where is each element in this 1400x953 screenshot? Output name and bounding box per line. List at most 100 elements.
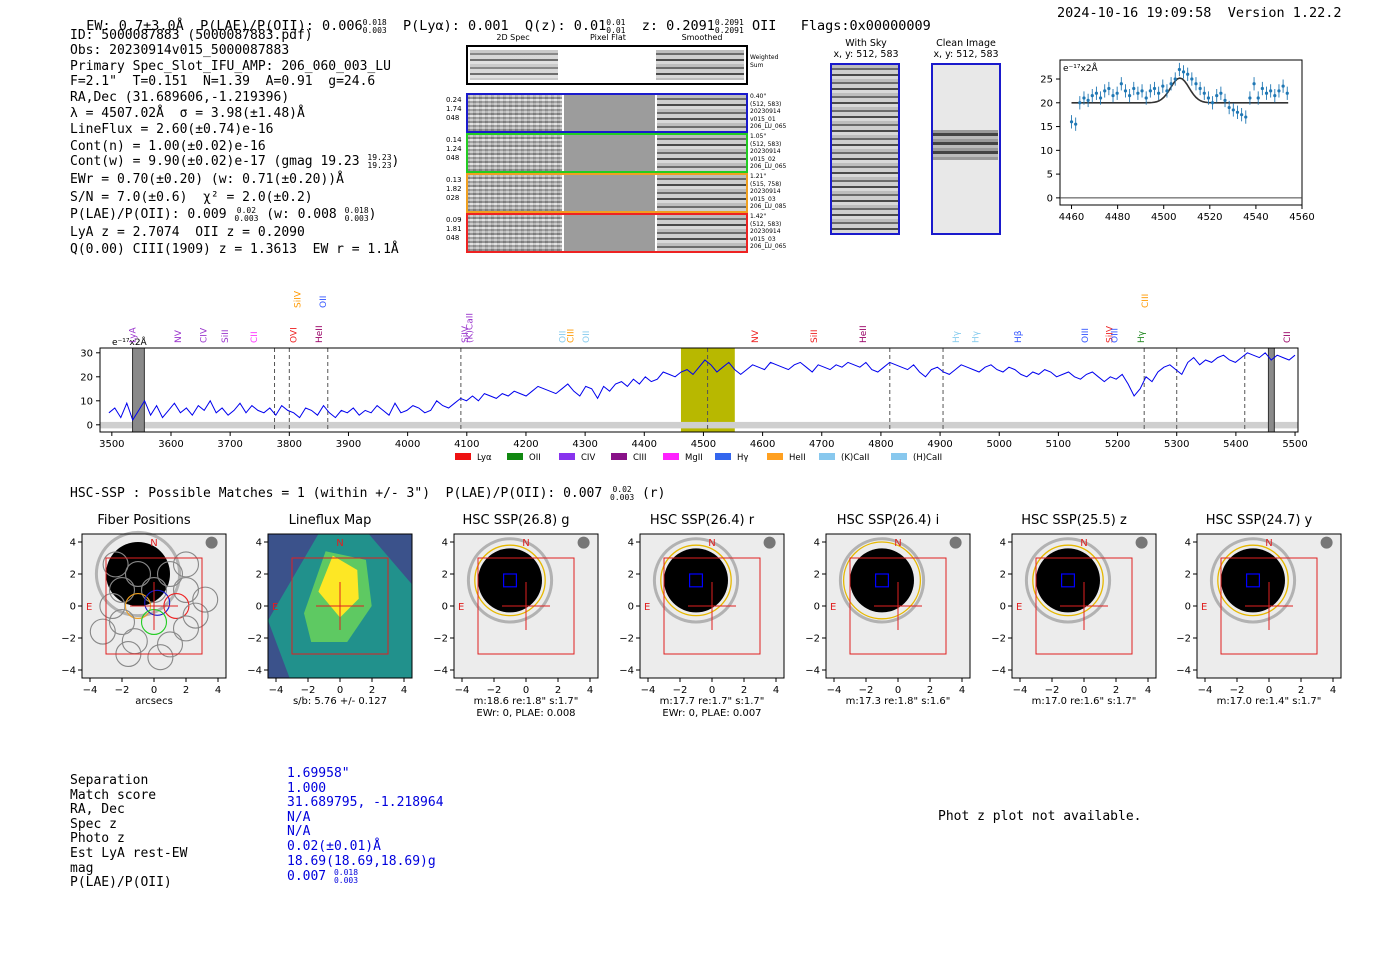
panel-ytick-label: 0 bbox=[442, 602, 448, 613]
spectrum-xtick-label: 3900 bbox=[336, 439, 361, 450]
fiber-circle bbox=[144, 589, 171, 616]
panel-title: Lineflux Map bbox=[288, 513, 372, 528]
panel-caption: arcsecs bbox=[135, 696, 173, 707]
panel-caption: m:18.6 re:1.8" s:1.7" bbox=[474, 696, 579, 707]
zoom-data-point bbox=[1169, 82, 1173, 86]
panel-xtick-label: 0 bbox=[1081, 685, 1087, 696]
cutout-smoothed bbox=[657, 215, 746, 251]
background-star bbox=[205, 536, 218, 549]
panel-ytick-label: 4 bbox=[1000, 538, 1006, 549]
info-line: F=2.1" T=0.151 N=1.39 A=0.91 g=24.6 bbox=[70, 74, 376, 90]
target-marker bbox=[688, 573, 703, 588]
legend-label: (K)CaII bbox=[841, 453, 869, 463]
spectrum-line-label: OIII bbox=[1081, 328, 1091, 343]
zoom-xtick-label: 4560 bbox=[1289, 212, 1314, 223]
panel-title: Fiber Positions bbox=[97, 513, 191, 528]
zoom-data-point bbox=[1227, 105, 1231, 110]
panel-xtick-label: 4 bbox=[1330, 685, 1336, 696]
zoom-data-point bbox=[1115, 91, 1119, 95]
cutout-grid: 2D Spec Pixel Flat Smoothed Weighted Sum… bbox=[446, 33, 787, 255]
panel-xtick-label: −2 bbox=[673, 685, 688, 696]
panel-title: HSC SSP(24.7) y bbox=[1205, 513, 1313, 528]
spectrum-xtick-label: 3500 bbox=[99, 439, 124, 450]
panel-xtick-label: 4 bbox=[215, 685, 221, 696]
spectrum-line-label: SiIV bbox=[293, 290, 303, 308]
aperture-ellipse bbox=[1032, 544, 1104, 617]
zoom-data-point bbox=[1285, 91, 1289, 95]
fiber-circle bbox=[172, 551, 200, 578]
zoom-data-point bbox=[1144, 96, 1148, 100]
panel-caption: m:17.0 re:1.6" s:1.7" bbox=[1032, 696, 1137, 707]
table-key: mag bbox=[70, 860, 94, 876]
east-label: E bbox=[830, 602, 836, 613]
panel-ytick-label: 2 bbox=[1185, 570, 1191, 581]
cutout-row bbox=[466, 93, 748, 133]
background-star bbox=[1320, 536, 1333, 549]
weighted-2dspec bbox=[470, 50, 558, 80]
cutout-2dspec bbox=[468, 175, 562, 211]
panel-title: HSC SSP(26.8) g bbox=[462, 513, 570, 528]
table-value: 1.000 bbox=[287, 780, 327, 796]
zoom-data-point bbox=[1181, 70, 1186, 74]
header-plya: P(Lyα): 0.001 bbox=[403, 18, 509, 34]
panel-xtick-label: 4 bbox=[773, 685, 779, 696]
zoom-data-point bbox=[1074, 122, 1078, 126]
zoom-ytick-label: 20 bbox=[1040, 98, 1053, 109]
info-line: Cont(n) = 1.00(±0.02)e-16 bbox=[70, 138, 266, 154]
panel-xtick-label: −2 bbox=[859, 685, 874, 696]
legend-label: HeII bbox=[789, 453, 806, 463]
legend-label: MgII bbox=[685, 453, 703, 463]
cutout-row-meta: 0.40" (512, 583) 20230914 v015_01 206_LU… bbox=[750, 93, 787, 130]
source-halo bbox=[652, 537, 740, 624]
spectrum-line-label: LyA bbox=[128, 326, 138, 343]
search-box bbox=[1035, 557, 1133, 655]
north-label: N bbox=[708, 538, 715, 549]
with-sky-image bbox=[830, 63, 900, 235]
panel-ytick-label: 2 bbox=[1000, 570, 1006, 581]
clean-image bbox=[931, 63, 1001, 235]
zoom-data-point bbox=[1235, 110, 1240, 114]
cutout-2dspec bbox=[468, 135, 562, 171]
search-box bbox=[105, 557, 203, 655]
lineflux-peak bbox=[318, 555, 359, 618]
spectrum-noise-band bbox=[100, 421, 1298, 429]
panel-caption: m:17.3 re:1.8" s:1.6" bbox=[846, 696, 951, 707]
col-title-2dspec: 2D Spec bbox=[496, 33, 530, 42]
table-key: RA, Dec bbox=[70, 802, 125, 818]
cutout-row-meta: 1.42" (512, 583) 20230914 v015_03 206_LU… bbox=[750, 213, 787, 250]
panel-xtick-label: 4 bbox=[401, 685, 407, 696]
col-title-smoothed: Smoothed bbox=[681, 33, 723, 42]
panel-ytick-label: −2 bbox=[619, 634, 634, 645]
panel-ytick-label: −2 bbox=[433, 634, 448, 645]
zoom-data-point bbox=[1069, 120, 1074, 124]
panel-xtick-label: 2 bbox=[1113, 685, 1119, 696]
panel-ytick-label: 4 bbox=[628, 538, 634, 549]
zoom-data-point bbox=[1078, 101, 1082, 105]
zoom-gaussian-fit bbox=[1071, 77, 1289, 104]
target-marker bbox=[502, 573, 517, 588]
image-panel: HSC SSP(26.4) i N E −4 −2 0 2 4 4 2 0 −2 −4 m:17.3 re… bbox=[805, 513, 986, 723]
zoom-data-point bbox=[1264, 91, 1269, 95]
panel-caption: m:17.7 re:1.7" s:1.7" bbox=[660, 696, 765, 707]
with-sky-title: With Sky x, y: 512, 583 bbox=[833, 38, 899, 60]
cutout-smoothed bbox=[657, 135, 746, 171]
fiber-circle bbox=[108, 576, 136, 604]
spectrum-line-label: Hγ bbox=[952, 330, 962, 343]
zoom-xtick-label: 4480 bbox=[1105, 212, 1130, 223]
panel-xtick-label: 0 bbox=[1266, 685, 1272, 696]
zoom-data-point bbox=[1256, 96, 1260, 100]
cutout-pixelflat bbox=[564, 215, 655, 251]
cutout-row-meta: 1.21" (515, 758) 20230914 v015_03 206_LU… bbox=[750, 173, 787, 210]
info-sn: S/N = 7.0(±0.6) χ² = 2.0(±0.2) bbox=[70, 189, 313, 205]
legend-label: Hγ bbox=[737, 453, 748, 463]
panel-ytick-label: 0 bbox=[814, 602, 820, 613]
table-value: N/A bbox=[287, 824, 311, 840]
legend-swatch bbox=[891, 453, 907, 460]
panel-ytick-label: 4 bbox=[814, 538, 820, 549]
cutout-row bbox=[466, 213, 748, 253]
panel-title: HSC SSP(25.5) z bbox=[1021, 513, 1127, 528]
table-key: Separation bbox=[70, 773, 149, 788]
aperture-ellipse bbox=[474, 544, 546, 617]
full-spectrum-plot: 3500 3600 3700 3800 3900 4000 4100 4200 4300 4400… bbox=[80, 290, 1308, 463]
spectrum-xtick-label: 4800 bbox=[868, 439, 893, 450]
